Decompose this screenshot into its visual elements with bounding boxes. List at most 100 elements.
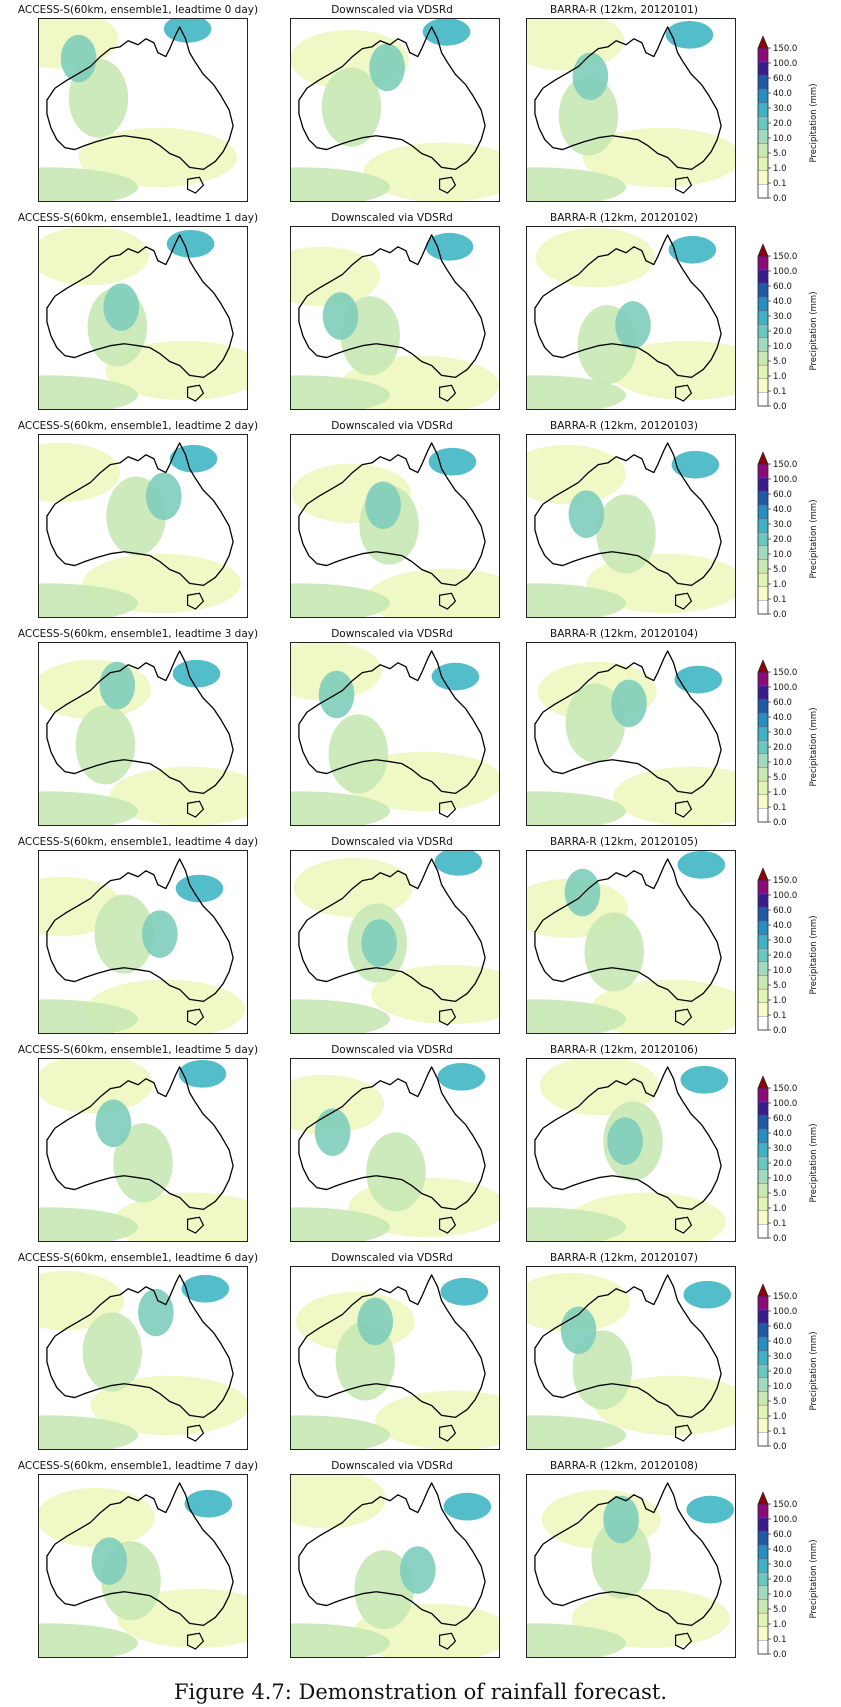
colorbar-tick-label: 0.0 — [773, 818, 787, 826]
rain-area — [584, 912, 644, 992]
colorbar-swatch — [757, 364, 769, 379]
map-right — [527, 1482, 735, 1657]
rain-area — [138, 1288, 174, 1337]
rain-area — [527, 375, 627, 409]
colorbar-tick-label: 1.0 — [773, 996, 787, 1006]
middle-map-panel — [290, 1266, 500, 1450]
middle-panel-title: Downscaled via VDSRd — [331, 1044, 453, 1056]
middle-panel-title: Downscaled via VDSRd — [331, 628, 453, 640]
colorbar-swatch — [757, 767, 769, 782]
left-map-panel — [38, 850, 248, 1034]
tasmania-coastline — [186, 1424, 205, 1442]
colorbar-swatch — [757, 975, 769, 990]
tasmania-coastline — [438, 800, 457, 818]
colorbar-swatch — [757, 1377, 769, 1392]
map-middle — [291, 232, 499, 409]
rain-area — [113, 1123, 173, 1203]
rain-area — [39, 1623, 139, 1657]
rain-area — [172, 659, 221, 688]
rain-area — [322, 292, 359, 340]
colorbar: 0.0 0.1 1.0 5.0 10.0 20.0 30.0 40.0 60.0 100.0 150… — [756, 450, 840, 618]
rain-area — [560, 1306, 597, 1355]
colorbar-swatch — [757, 712, 769, 727]
rain-area — [535, 227, 655, 288]
colorbar-swatch — [757, 1224, 769, 1239]
colorbar-tick-label: 10.0 — [773, 550, 792, 560]
map-left — [39, 650, 247, 825]
colorbar-tick-label: 100.0 — [773, 59, 797, 69]
colorbar-label: Precipitation (mm) — [809, 291, 819, 370]
rain-area — [91, 1537, 128, 1585]
right-panel-title: BARRA-R (12km, 20120107) — [550, 1252, 698, 1264]
colorbar-swatch — [757, 283, 769, 298]
colorbar-extend-arrow — [757, 867, 769, 881]
colorbar-extend-arrow — [757, 243, 769, 257]
colorbar-swatch — [757, 726, 769, 741]
colorbar-swatch — [757, 934, 769, 949]
rain-area — [437, 1062, 486, 1091]
colorbar-tick-label: 0.0 — [773, 1650, 787, 1658]
forecast-row: ACCESS-S(60km, ensemble1, leadtime 4 day… — [0, 834, 841, 1042]
colorbar-tick-label: 100.0 — [773, 683, 797, 693]
colorbar-tick-label: 0.0 — [773, 1026, 787, 1034]
colorbar-swatch — [757, 1364, 769, 1378]
colorbar-tick-label: 30.0 — [773, 1560, 792, 1570]
left-map-panel — [38, 1474, 248, 1658]
colorbar-label: Precipitation (mm) — [809, 1123, 819, 1202]
colorbar-swatch — [757, 907, 769, 922]
australia-coastline — [298, 650, 486, 794]
colorbar-tick-label: 30.0 — [773, 1144, 792, 1154]
colorbar-tick-label: 20.0 — [773, 1575, 792, 1585]
rain-area — [39, 1207, 139, 1241]
colorbar-swatch — [757, 1115, 769, 1130]
colorbar-swatch — [757, 1196, 769, 1211]
colorbar-tick-label: 40.0 — [773, 713, 792, 723]
colorbar-swatch — [757, 477, 769, 492]
colorbar-tick-label: 60.0 — [773, 1322, 792, 1332]
map-left — [39, 858, 245, 1033]
colorbar-swatch — [757, 61, 769, 76]
colorbar: 0.0 0.1 1.0 5.0 10.0 20.0 30.0 40.0 60.0 100.0 150… — [756, 658, 840, 826]
tasmania-coastline — [186, 1632, 205, 1650]
colorbar-swatch — [757, 504, 769, 519]
map-left — [39, 19, 238, 201]
rain-area — [291, 999, 391, 1033]
tasmania-coastline — [438, 592, 457, 610]
figure-caption: Figure 4.7: Demonstration of rainfall fo… — [173, 1680, 667, 1704]
colorbar-swatch — [757, 170, 769, 185]
colorbar-label: Precipitation (mm) — [809, 1331, 819, 1410]
rain-area — [82, 1312, 143, 1392]
colorbar-swatch — [757, 143, 769, 158]
rain-area — [291, 375, 391, 409]
colorbar-tick-label: 5.0 — [773, 357, 787, 367]
left-map-panel — [38, 434, 248, 618]
australia-coastline — [298, 858, 486, 1002]
australia-coastline — [298, 442, 486, 586]
rain-area — [363, 142, 499, 201]
colorbar-tick-label: 30.0 — [773, 312, 792, 322]
rain-area — [683, 1280, 732, 1309]
colorbar-tick-label: 20.0 — [773, 1159, 792, 1169]
right-panel-title: BARRA-R (12km, 20120104) — [550, 628, 698, 640]
tasmania-coastline — [674, 1632, 693, 1650]
colorbar-swatch — [757, 1517, 769, 1532]
rain-area — [103, 283, 140, 331]
rain-area — [527, 1207, 627, 1241]
left-map-panel — [38, 642, 248, 826]
rain-area — [99, 661, 136, 710]
colorbar-tick-label: 0.0 — [773, 1442, 787, 1450]
colorbar-tick-label: 40.0 — [773, 1129, 792, 1139]
right-map-panel — [526, 226, 736, 410]
colorbar-swatch — [757, 1101, 769, 1116]
rain-area — [572, 52, 609, 101]
colorbar-tick-label: 60.0 — [773, 906, 792, 916]
rain-area — [291, 583, 391, 617]
colorbar-swatch — [757, 324, 769, 338]
tasmania-coastline — [438, 1216, 457, 1234]
rain-area — [291, 791, 391, 825]
colorbar-swatch — [757, 1210, 769, 1225]
rain-area — [354, 1550, 414, 1630]
middle-panel-title: Downscaled via VDSRd — [331, 4, 453, 16]
colorbar-swatch — [757, 518, 769, 533]
colorbar-swatch — [757, 532, 769, 546]
